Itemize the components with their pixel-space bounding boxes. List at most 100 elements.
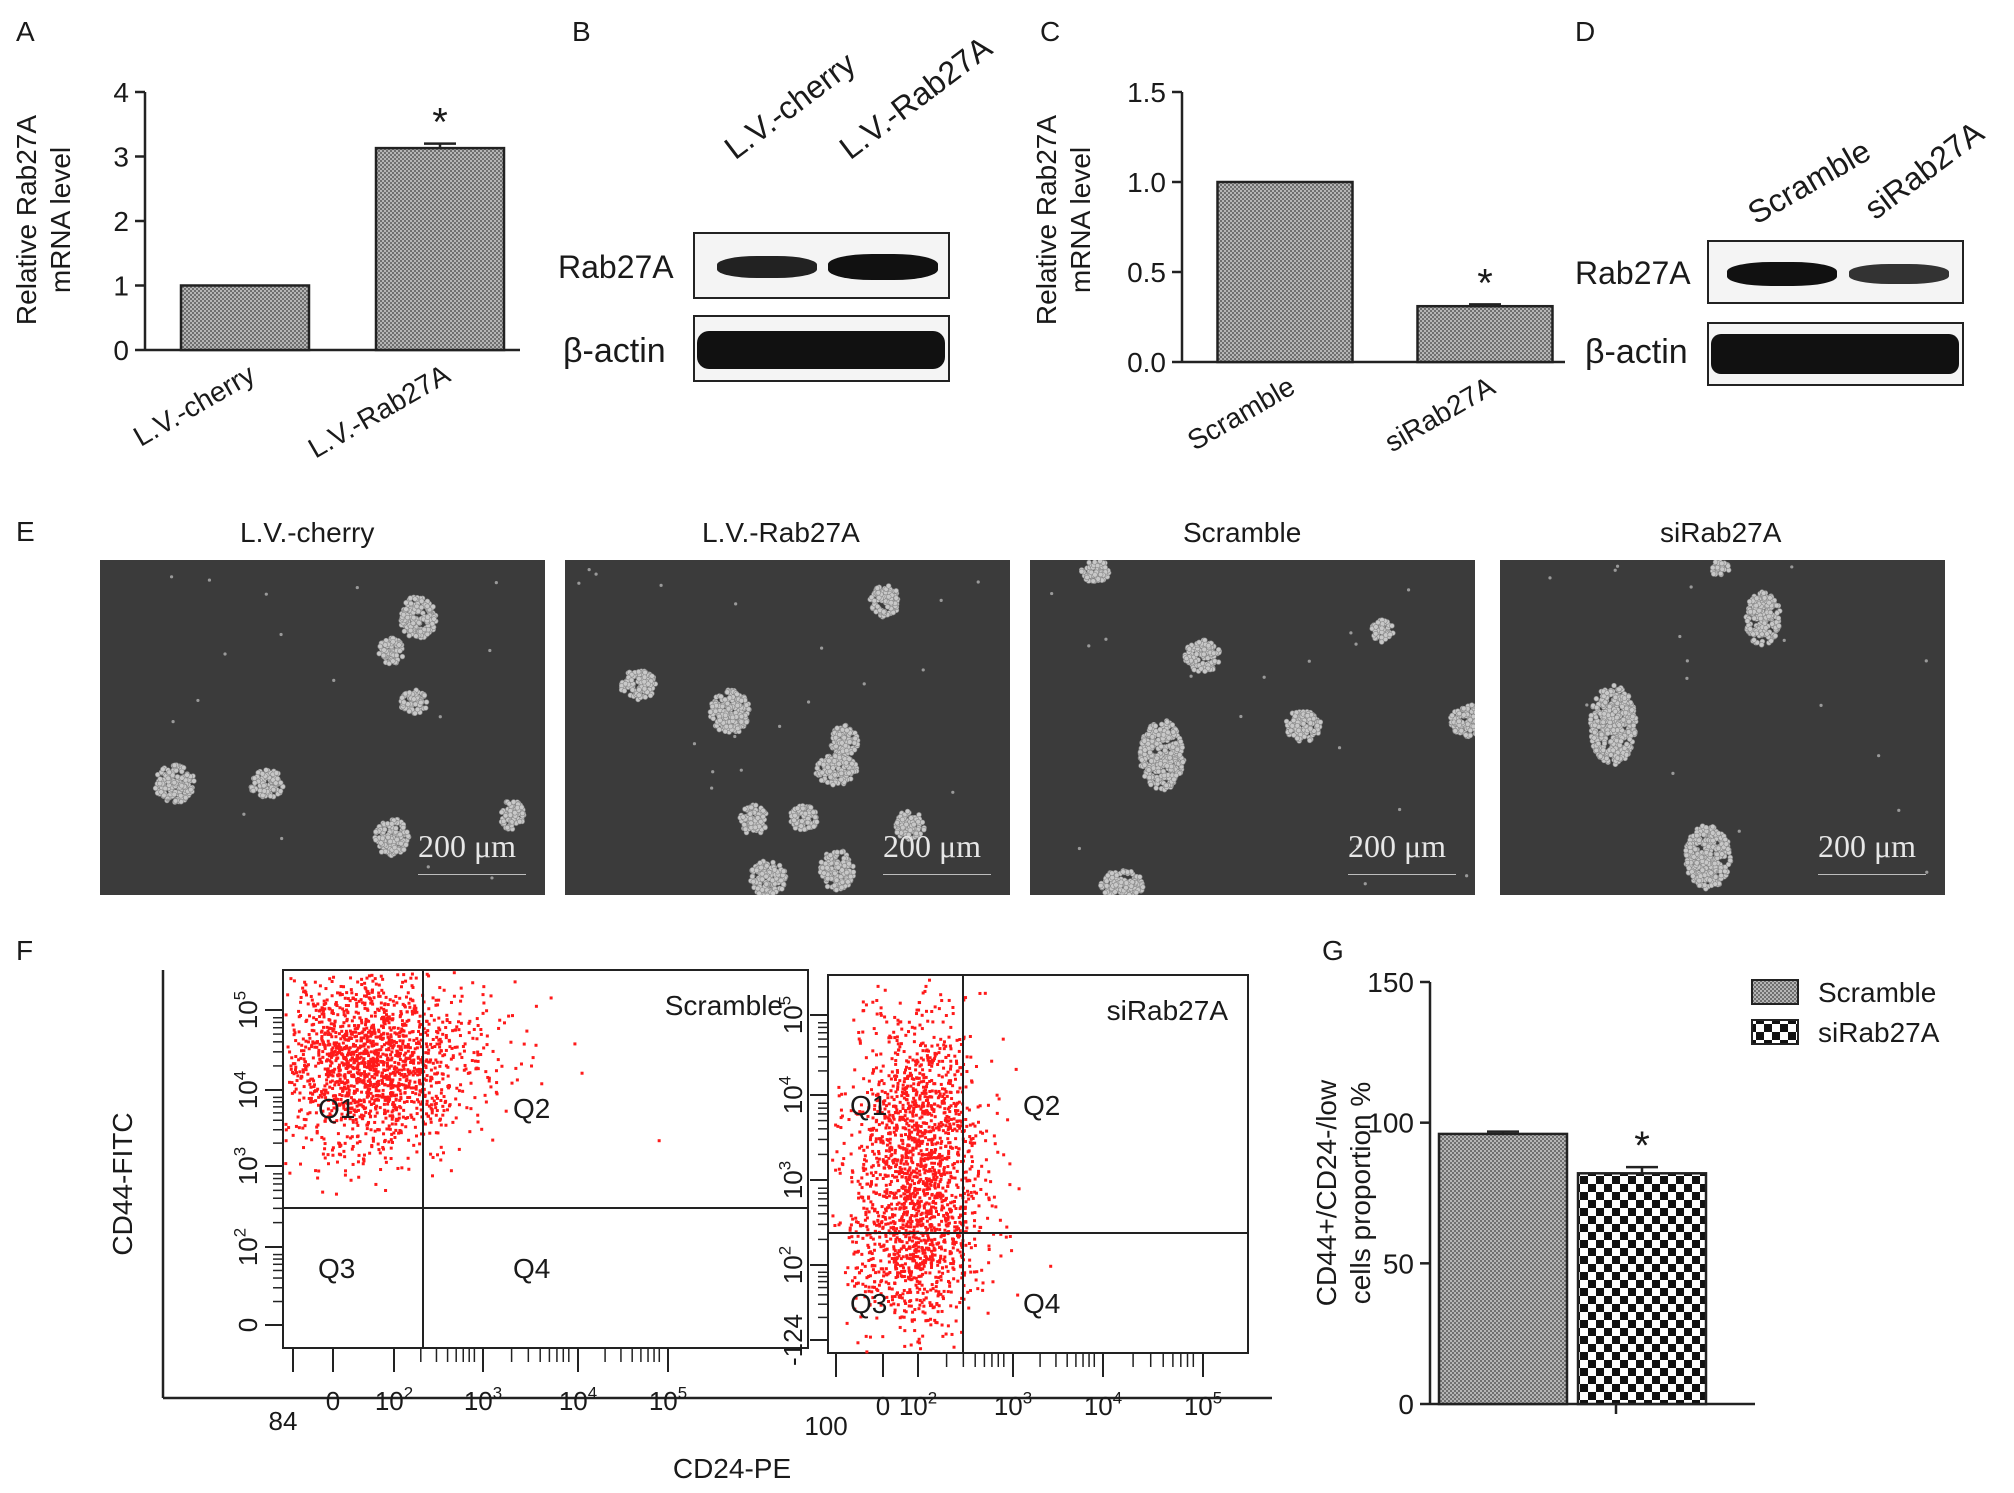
micrograph-title-2: L.V.-Rab27A <box>702 517 860 548</box>
cell <box>1694 832 1700 839</box>
cell <box>641 686 648 692</box>
cell <box>760 813 766 820</box>
cell <box>400 824 406 831</box>
event-dot <box>329 1026 333 1030</box>
event-dot <box>382 1007 386 1011</box>
event-dot <box>427 974 431 978</box>
cell <box>178 783 185 789</box>
event-dot <box>309 1085 313 1089</box>
event-dot <box>397 1068 401 1072</box>
cell <box>1210 650 1217 656</box>
debris <box>1877 754 1881 758</box>
event-dot <box>360 1061 364 1065</box>
event-dot <box>442 1109 446 1113</box>
cell <box>261 782 267 789</box>
cell <box>389 821 395 827</box>
event-dot <box>311 1056 315 1060</box>
debris <box>1354 642 1358 646</box>
event-dot <box>309 994 313 998</box>
cell <box>1747 609 1754 615</box>
cell <box>755 885 761 892</box>
cell <box>1147 749 1153 756</box>
cell <box>1152 723 1159 729</box>
event-dot <box>352 1073 356 1077</box>
event-dot <box>433 1072 437 1076</box>
event-dot <box>342 1123 346 1127</box>
cell <box>1601 711 1607 717</box>
event-dot <box>412 1061 416 1065</box>
cell <box>1212 658 1218 664</box>
x-tick-label: siRab27A <box>1379 370 1500 458</box>
cell <box>178 793 184 799</box>
cell <box>179 768 185 775</box>
cell <box>1157 761 1164 767</box>
cell <box>712 708 719 714</box>
event-dot <box>356 1065 360 1069</box>
cell <box>171 762 178 768</box>
cell <box>1155 768 1162 775</box>
event-dot <box>347 1111 351 1115</box>
event-dot <box>323 1156 327 1160</box>
cell <box>841 735 847 741</box>
event-dot <box>329 1022 333 1026</box>
event-dot <box>357 1103 361 1107</box>
debris <box>1087 644 1091 648</box>
event-dot <box>382 1060 386 1064</box>
cell <box>1169 722 1176 728</box>
cell <box>401 628 408 634</box>
event-dot <box>424 1051 428 1055</box>
cell <box>819 769 825 776</box>
cell <box>1605 730 1611 737</box>
cell <box>179 775 185 781</box>
event-dot <box>471 981 475 985</box>
event-dot <box>389 1091 393 1095</box>
cell <box>830 765 836 771</box>
cell <box>709 703 716 710</box>
cell <box>1133 889 1139 895</box>
event-dot <box>327 1114 331 1118</box>
cell <box>1718 872 1724 879</box>
event-dot <box>390 1140 394 1144</box>
cell-cluster <box>1683 823 1734 892</box>
event-dot <box>317 1095 321 1099</box>
cell <box>1630 722 1637 729</box>
event-dot <box>404 1116 408 1120</box>
cell <box>1701 831 1707 838</box>
cell <box>1469 702 1475 708</box>
y-tick-label: 3 <box>113 142 129 173</box>
cell <box>1614 714 1620 721</box>
cell <box>1604 690 1610 696</box>
cell <box>429 621 436 627</box>
cell <box>500 818 507 825</box>
debris <box>1613 568 1617 572</box>
event-dot <box>306 1112 310 1116</box>
event-dot <box>351 1030 355 1034</box>
cell <box>812 814 818 820</box>
event-dot <box>428 1060 432 1064</box>
event-dot <box>476 1120 480 1124</box>
cell <box>1078 568 1085 575</box>
event-dot <box>357 1032 361 1036</box>
cell <box>913 830 919 837</box>
event-dot <box>380 1074 384 1078</box>
cell <box>273 780 279 786</box>
event-dot <box>290 1091 294 1095</box>
debris <box>1138 753 1142 757</box>
cell <box>1294 735 1300 741</box>
event-dot <box>292 1028 296 1032</box>
cell <box>1378 639 1385 645</box>
cell <box>1291 732 1297 738</box>
event-dot <box>309 1077 313 1081</box>
cell <box>1147 725 1153 731</box>
scale-label: 200 μm <box>883 828 982 864</box>
cell <box>759 871 765 877</box>
event-dot <box>409 1086 413 1090</box>
cell <box>1465 721 1471 727</box>
cell <box>844 869 850 876</box>
cell <box>431 616 437 622</box>
cell <box>830 782 836 788</box>
cell <box>260 792 266 799</box>
cell <box>1754 595 1760 601</box>
y-axis-label: Relative Rab27A <box>1031 115 1062 325</box>
debris <box>490 876 494 880</box>
